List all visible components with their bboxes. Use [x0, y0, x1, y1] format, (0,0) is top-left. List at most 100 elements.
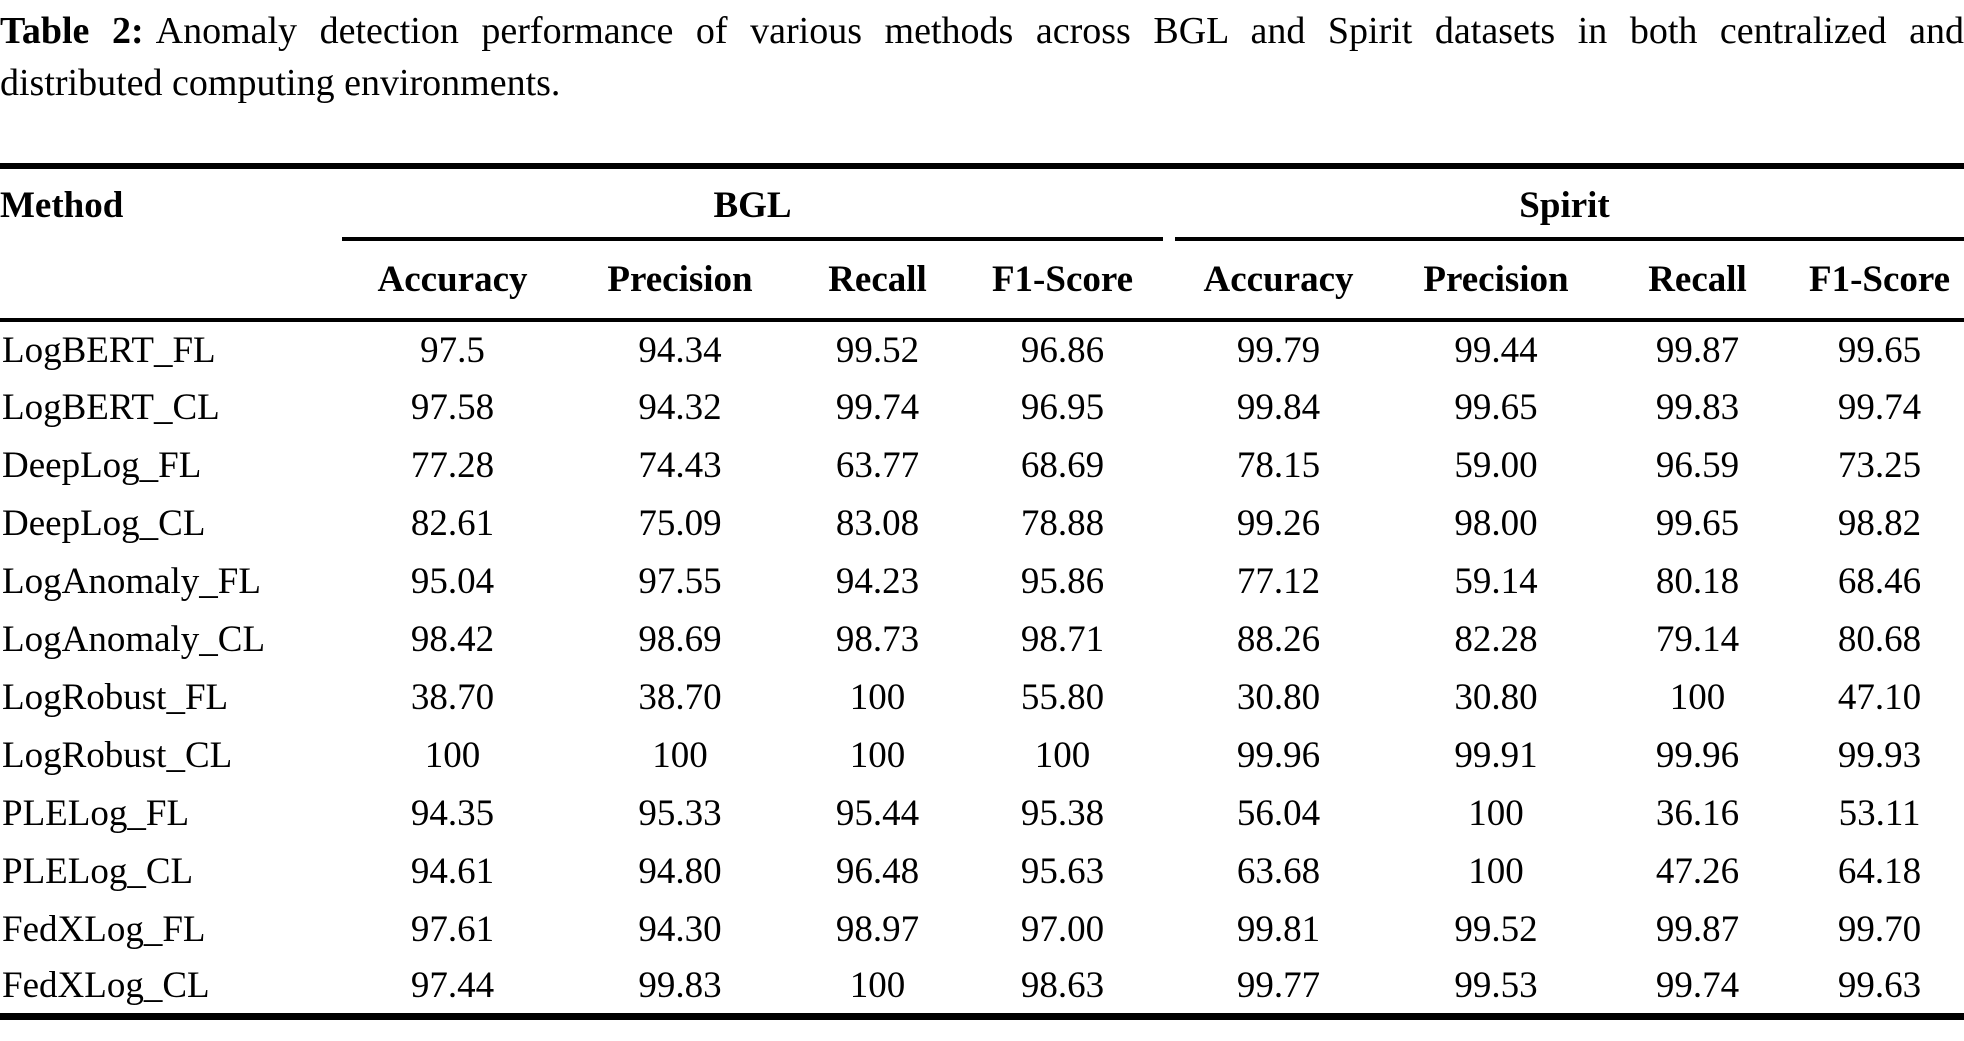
method-cell: LogAnomaly_CL [2, 618, 266, 660]
value-cell: 68.46 [1837, 560, 1922, 602]
value-cell: 99.52 [835, 329, 920, 371]
method-cell: DeepLog_FL [2, 444, 202, 486]
caption-line-2: distributed computing environments. [0, 62, 561, 104]
value-cell: 97.44 [410, 964, 495, 1006]
value-cell: 94.35 [410, 792, 495, 834]
value-cell: 30.80 [1236, 676, 1321, 718]
value-cell: 78.88 [1020, 502, 1105, 544]
value-cell: 98.97 [835, 908, 920, 950]
caption-label: Table 2: [0, 10, 144, 52]
value-cell: 82.61 [410, 502, 495, 544]
value-cell: 99.70 [1837, 908, 1922, 950]
value-cell: 99.91 [1454, 734, 1538, 776]
value-cell: 94.30 [638, 908, 722, 950]
value-cell: 56.04 [1236, 792, 1321, 834]
method-cell: LogAnomaly_FL [2, 560, 261, 602]
value-cell: 38.70 [638, 676, 722, 718]
method-cell: PLELog_FL [2, 792, 190, 834]
value-cell: 55.80 [1020, 676, 1105, 718]
value-cell: 99.77 [1236, 964, 1321, 1006]
value-cell: 99.96 [1655, 734, 1740, 776]
table-row: LogBERT_CL 97.58 94.32 99.74 96.95 99.84… [0, 378, 1964, 436]
bgl-precision-header: Precision [565, 241, 795, 322]
value-cell: 99.74 [1655, 964, 1740, 1006]
value-cell: 94.61 [410, 850, 495, 892]
value-cell: 99.26 [1236, 502, 1321, 544]
group-header-bgl: BGL [340, 166, 1165, 241]
table-caption: Table 2: Anomaly detection performance of… [0, 0, 1964, 109]
value-cell: 78.15 [1236, 444, 1321, 486]
value-cell: 99.44 [1454, 329, 1538, 371]
value-cell: 99.83 [1655, 386, 1740, 428]
method-column-header: Method [0, 184, 124, 226]
value-cell: 99.83 [638, 964, 722, 1006]
value-cell: 100 [849, 734, 906, 776]
value-cell: 82.28 [1454, 618, 1538, 660]
value-cell: 97.00 [1020, 908, 1105, 950]
value-cell: 99.53 [1454, 964, 1538, 1006]
method-cell: LogRobust_FL [2, 676, 229, 718]
empty-header-cell [0, 241, 340, 322]
table-row: LogAnomaly_FL 95.04 97.55 94.23 95.86 77… [0, 552, 1964, 610]
spirit-f1-header: F1-Score [1795, 241, 1964, 322]
bgl-recall-header: Recall [795, 241, 960, 322]
value-cell: 94.80 [638, 850, 722, 892]
value-cell: 95.38 [1020, 792, 1105, 834]
value-cell: 80.18 [1655, 560, 1740, 602]
method-cell: LogBERT_CL [2, 386, 220, 428]
value-cell: 53.11 [1838, 792, 1921, 834]
value-cell: 64.18 [1837, 850, 1922, 892]
table-row: LogRobust_CL 100 100 100 100 99.96 99.91… [0, 726, 1964, 784]
value-cell: 99.81 [1236, 908, 1321, 950]
value-cell: 100 [1468, 792, 1524, 834]
method-cell: LogBERT_FL [2, 329, 216, 371]
value-cell: 97.5 [420, 329, 485, 371]
results-table: Method BGL Spirit Accuracy Precision Rec… [0, 163, 1964, 1020]
value-cell: 99.52 [1454, 908, 1538, 950]
spirit-accuracy-header: Accuracy [1165, 241, 1393, 322]
value-cell: 59.00 [1454, 444, 1538, 486]
value-cell: 99.65 [1837, 329, 1922, 371]
value-cell: 98.73 [835, 618, 920, 660]
value-cell: 63.68 [1236, 850, 1321, 892]
value-cell: 98.82 [1837, 502, 1922, 544]
value-cell: 95.44 [835, 792, 920, 834]
caption-text-line1: Anomaly detection performance of various… [155, 10, 1964, 52]
method-cell: PLELog_CL [2, 850, 194, 892]
method-cell: LogRobust_CL [2, 734, 233, 776]
value-cell: 83.08 [835, 502, 920, 544]
table-row: DeepLog_CL 82.61 75.09 83.08 78.88 99.26… [0, 494, 1964, 552]
value-cell: 98.63 [1020, 964, 1105, 1006]
value-cell: 98.00 [1454, 502, 1538, 544]
value-cell: 94.23 [835, 560, 920, 602]
value-cell: 99.87 [1655, 908, 1740, 950]
value-cell: 68.69 [1020, 444, 1105, 486]
value-cell: 77.12 [1236, 560, 1321, 602]
table-row: FedXLog_FL 97.61 94.30 98.97 97.00 99.81… [0, 900, 1964, 958]
value-cell: 74.43 [638, 444, 722, 486]
value-cell: 97.55 [638, 560, 722, 602]
value-cell: 80.68 [1837, 618, 1922, 660]
value-cell: 94.34 [638, 329, 722, 371]
value-cell: 95.04 [410, 560, 495, 602]
table-row: PLELog_CL 94.61 94.80 96.48 95.63 63.68 … [0, 842, 1964, 900]
value-cell: 97.58 [410, 386, 495, 428]
method-cell: FedXLog_FL [2, 908, 206, 950]
value-cell: 63.77 [835, 444, 920, 486]
value-cell: 97.61 [410, 908, 495, 950]
value-cell: 96.48 [835, 850, 920, 892]
spirit-recall-header: Recall [1600, 241, 1796, 322]
value-cell: 59.14 [1454, 560, 1538, 602]
value-cell: 100 [1669, 676, 1726, 718]
value-cell: 99.79 [1236, 329, 1321, 371]
value-cell: 100 [1034, 734, 1091, 776]
value-cell: 73.25 [1837, 444, 1922, 486]
value-cell: 96.59 [1655, 444, 1740, 486]
value-cell: 47.26 [1655, 850, 1740, 892]
value-cell: 96.95 [1020, 386, 1105, 428]
table-row: LogRobust_FL 38.70 38.70 100 55.80 30.80… [0, 668, 1964, 726]
group-header-row: Method BGL Spirit [0, 166, 1964, 241]
value-cell: 99.65 [1454, 386, 1538, 428]
group-header-spirit: Spirit [1165, 166, 1964, 241]
caption-line-1: Table 2: Anomaly detection performance of… [0, 5, 1964, 57]
